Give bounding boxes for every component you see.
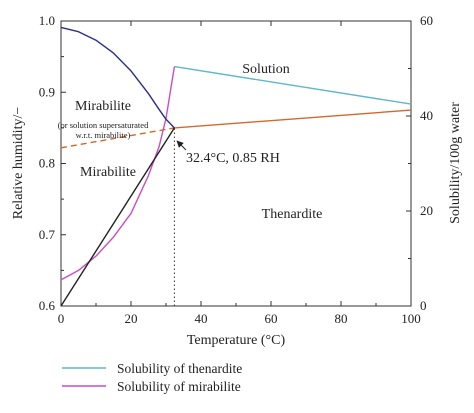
y-tick-label: 0.7 [39, 227, 56, 242]
legend: Solubility of thenardite Solubility of m… [62, 361, 242, 394]
x-tick-label: 40 [195, 311, 208, 326]
tick-marks [60, 20, 412, 307]
y-tick-label: 1.0 [39, 13, 55, 28]
series-solubility-mirabilite [60, 66, 176, 281]
region-label-mirabilite-lower: Mirabilite [80, 165, 136, 180]
curves [60, 26, 412, 307]
series-rh-thenardite-metastable [60, 127, 175, 149]
y2-tick-label: 0 [420, 298, 427, 313]
region-label-mirabilite-upper: Mirabilite [75, 99, 131, 114]
y-tick-label: 0.8 [39, 156, 55, 171]
y2-tick-label: 60 [420, 13, 433, 28]
x-axis-label: Temperature (°C) [187, 333, 286, 348]
series-rh-mirabilite [60, 26, 175, 129]
series-mirabilite-thenardite-boundary [60, 127, 175, 307]
legend-label-mirabilite: Solubility of mirabilite [117, 379, 241, 394]
tick-labels: 0 20 40 60 80 100 0.6 0.7 0.8 0.9 1.0 0 20 40 60 [39, 13, 433, 326]
legend-label-thenardite: Solubility of thenardite [117, 361, 242, 376]
region-note-line-1: (or solution supersaturated [58, 120, 149, 130]
x-tick-label: 20 [125, 311, 138, 326]
x-tick-label: 60 [265, 311, 278, 326]
y2-axis-label: Solubility/100g water [448, 102, 463, 224]
x-tick-label: 100 [401, 311, 421, 326]
region-note-line-2: w.r.t. mirabilite) [76, 130, 131, 140]
series-rh-thenardite [174, 109, 412, 129]
y2-tick-label: 20 [420, 203, 433, 218]
x-tick-label: 80 [335, 311, 348, 326]
x-tick-label: 0 [58, 311, 65, 326]
triple-point-label: 32.4°C, 0.85 RH [186, 151, 280, 166]
y2-tick-label: 40 [420, 108, 433, 123]
triple-point-arrow [176, 140, 187, 151]
y-tick-label: 0.6 [39, 298, 56, 313]
region-label-solution: Solution [242, 62, 289, 77]
region-label-thenardite: Thenardite [262, 207, 323, 222]
series-solubility-thenardite [174, 65, 412, 105]
y-tick-label: 0.9 [39, 84, 55, 99]
y-axis-label: Relative humidity/− [11, 107, 26, 220]
